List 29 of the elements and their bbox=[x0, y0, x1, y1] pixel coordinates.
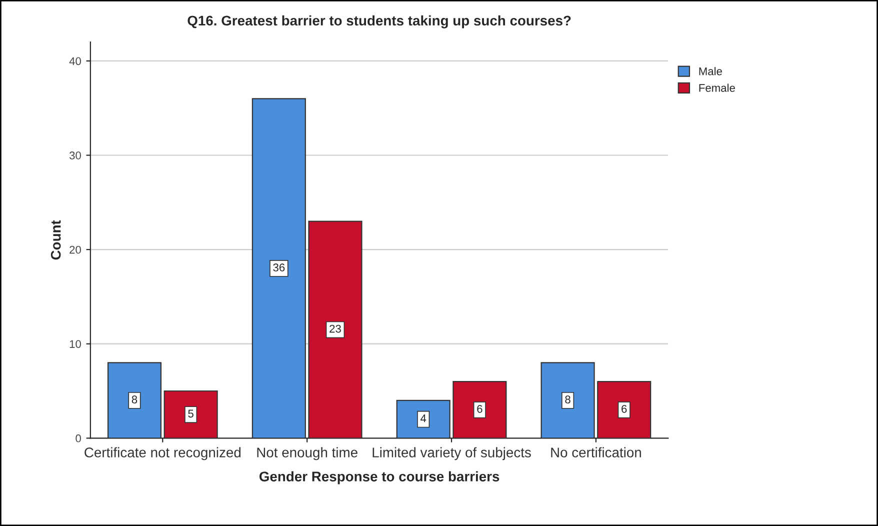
y-tick-label: 40 bbox=[69, 57, 81, 66]
legend-label: Female bbox=[699, 84, 735, 92]
data-label: 36 bbox=[273, 264, 285, 272]
data-label: 6 bbox=[477, 404, 482, 413]
y-tick-label: 30 bbox=[69, 152, 81, 160]
bar bbox=[164, 390, 218, 438]
legend-label: Male bbox=[699, 67, 722, 76]
bar bbox=[597, 381, 652, 438]
data-label: 8 bbox=[565, 396, 570, 404]
y-tick-label: 0 bbox=[76, 434, 81, 442]
data-label: 4 bbox=[420, 414, 426, 422]
data-label: 23 bbox=[330, 324, 341, 333]
y-tick-label: 10 bbox=[70, 340, 81, 348]
bar bbox=[252, 98, 306, 438]
data-label: 5 bbox=[188, 410, 194, 418]
y-tick-label: 20 bbox=[70, 246, 81, 254]
data-label: 6 bbox=[622, 404, 627, 413]
y-axis-title: Count bbox=[50, 220, 61, 260]
x-tick-label: Not enough time bbox=[257, 447, 358, 460]
x-tick-label: Limited variety of subjects bbox=[372, 447, 531, 460]
bar bbox=[308, 220, 362, 438]
data-label: 8 bbox=[132, 396, 138, 404]
bar bbox=[540, 362, 595, 438]
bar bbox=[452, 381, 507, 438]
x-axis-title: Gender Response to course barriers bbox=[259, 471, 500, 484]
x-tick-label: No certification bbox=[551, 447, 641, 458]
chart-title: Q16. Greatest barrier to students taking up such courses? bbox=[188, 15, 571, 28]
x-tick-label: Certificate not recognized bbox=[84, 447, 241, 460]
bar bbox=[107, 362, 162, 438]
